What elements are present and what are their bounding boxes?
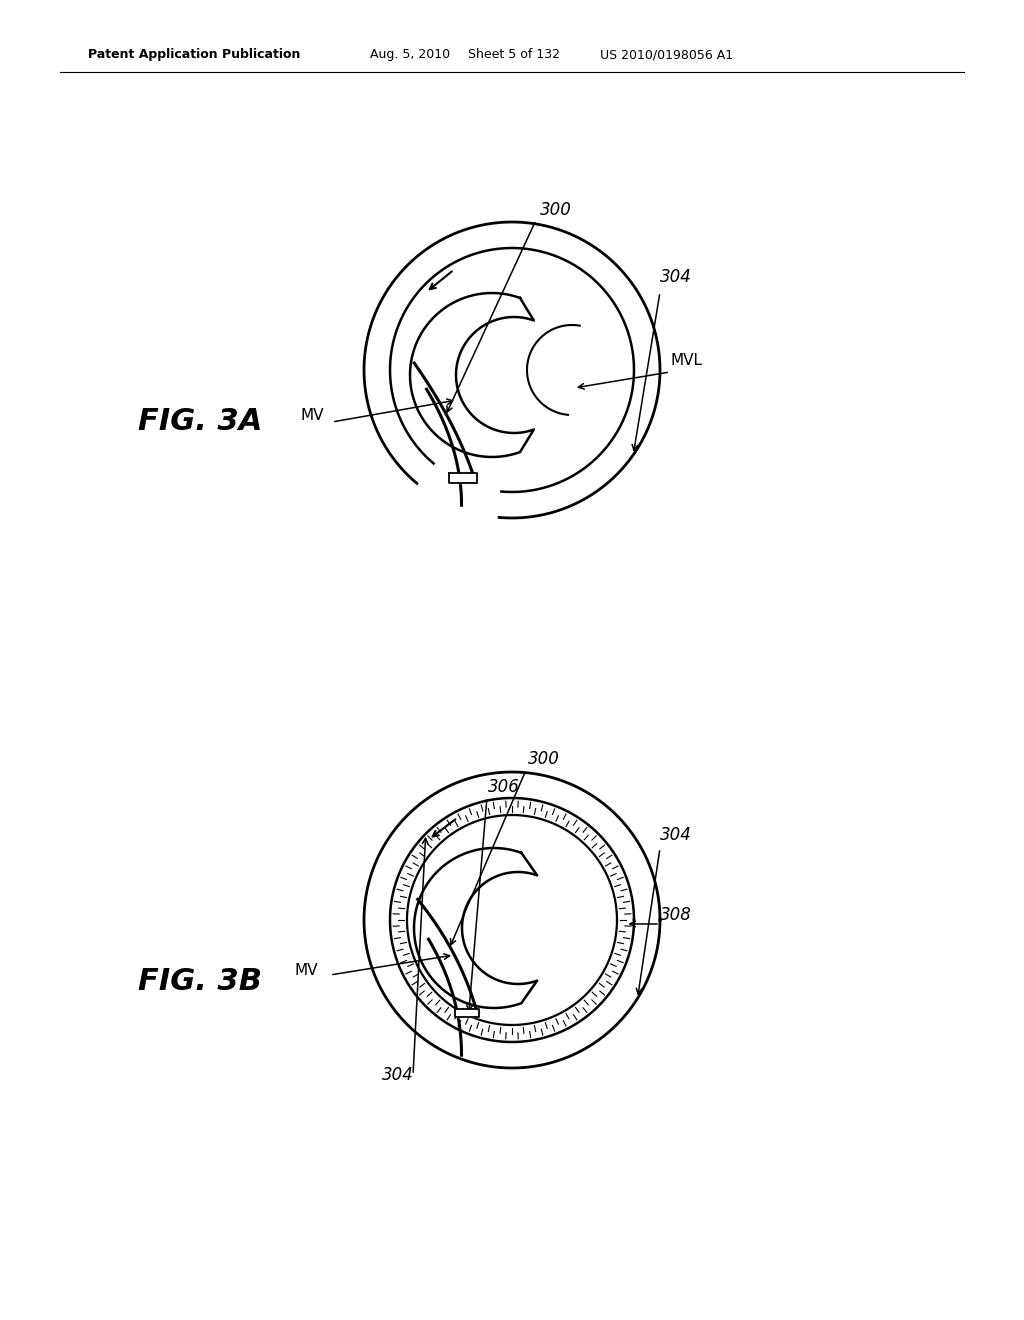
Text: 306: 306 [488,777,520,796]
Text: 304: 304 [660,268,692,286]
Text: 304: 304 [660,826,692,843]
Text: MV: MV [295,964,318,978]
Text: FIG. 3A: FIG. 3A [138,407,262,436]
Text: Sheet 5 of 132: Sheet 5 of 132 [468,48,560,61]
Text: Aug. 5, 2010: Aug. 5, 2010 [370,48,451,61]
Text: MV: MV [300,408,324,422]
Polygon shape [450,473,477,483]
Text: FIG. 3B: FIG. 3B [138,968,262,997]
Text: MVL: MVL [670,352,702,368]
Text: 300: 300 [528,750,560,768]
Text: 304: 304 [382,1067,414,1084]
Text: Patent Application Publication: Patent Application Publication [88,48,300,61]
Polygon shape [455,1010,478,1018]
Text: 300: 300 [540,201,571,219]
Text: 308: 308 [660,906,692,924]
Text: US 2010/0198056 A1: US 2010/0198056 A1 [600,48,733,61]
